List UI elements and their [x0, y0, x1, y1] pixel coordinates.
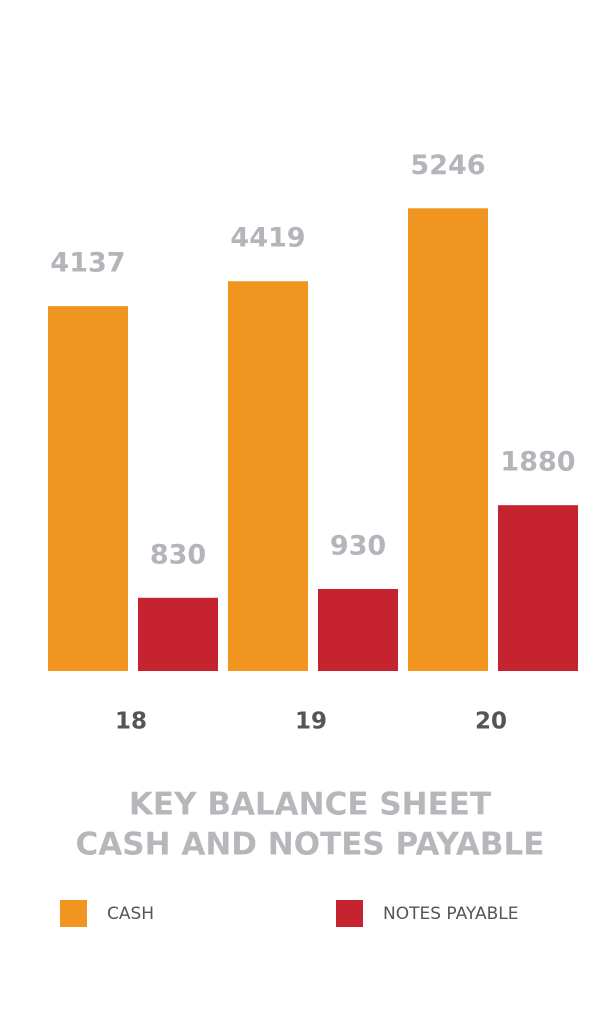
bar — [408, 208, 488, 671]
chart-subtitle: CASH AND NOTES PAYABLE — [76, 827, 545, 863]
value-label: 830 — [150, 539, 206, 570]
value-label: 930 — [330, 530, 386, 561]
x-tick-label: 20 — [475, 709, 507, 735]
bar — [228, 281, 308, 671]
value-label: 4419 — [230, 223, 305, 254]
value-label: 4137 — [50, 248, 125, 279]
bar — [318, 588, 398, 671]
legend-label: CASH — [107, 904, 154, 924]
x-tick-label: 19 — [295, 709, 327, 735]
chart-title: KEY BALANCE SHEET — [129, 787, 491, 823]
legend-label: NOTES PAYABLE — [383, 904, 518, 924]
bar — [498, 505, 578, 671]
x-tick-label: 18 — [115, 709, 147, 735]
legend-swatch — [336, 900, 363, 927]
bar — [48, 306, 128, 671]
legend-swatch — [60, 900, 87, 927]
bar — [138, 597, 218, 671]
value-label: 5246 — [410, 150, 485, 181]
value-label: 1880 — [500, 447, 575, 478]
